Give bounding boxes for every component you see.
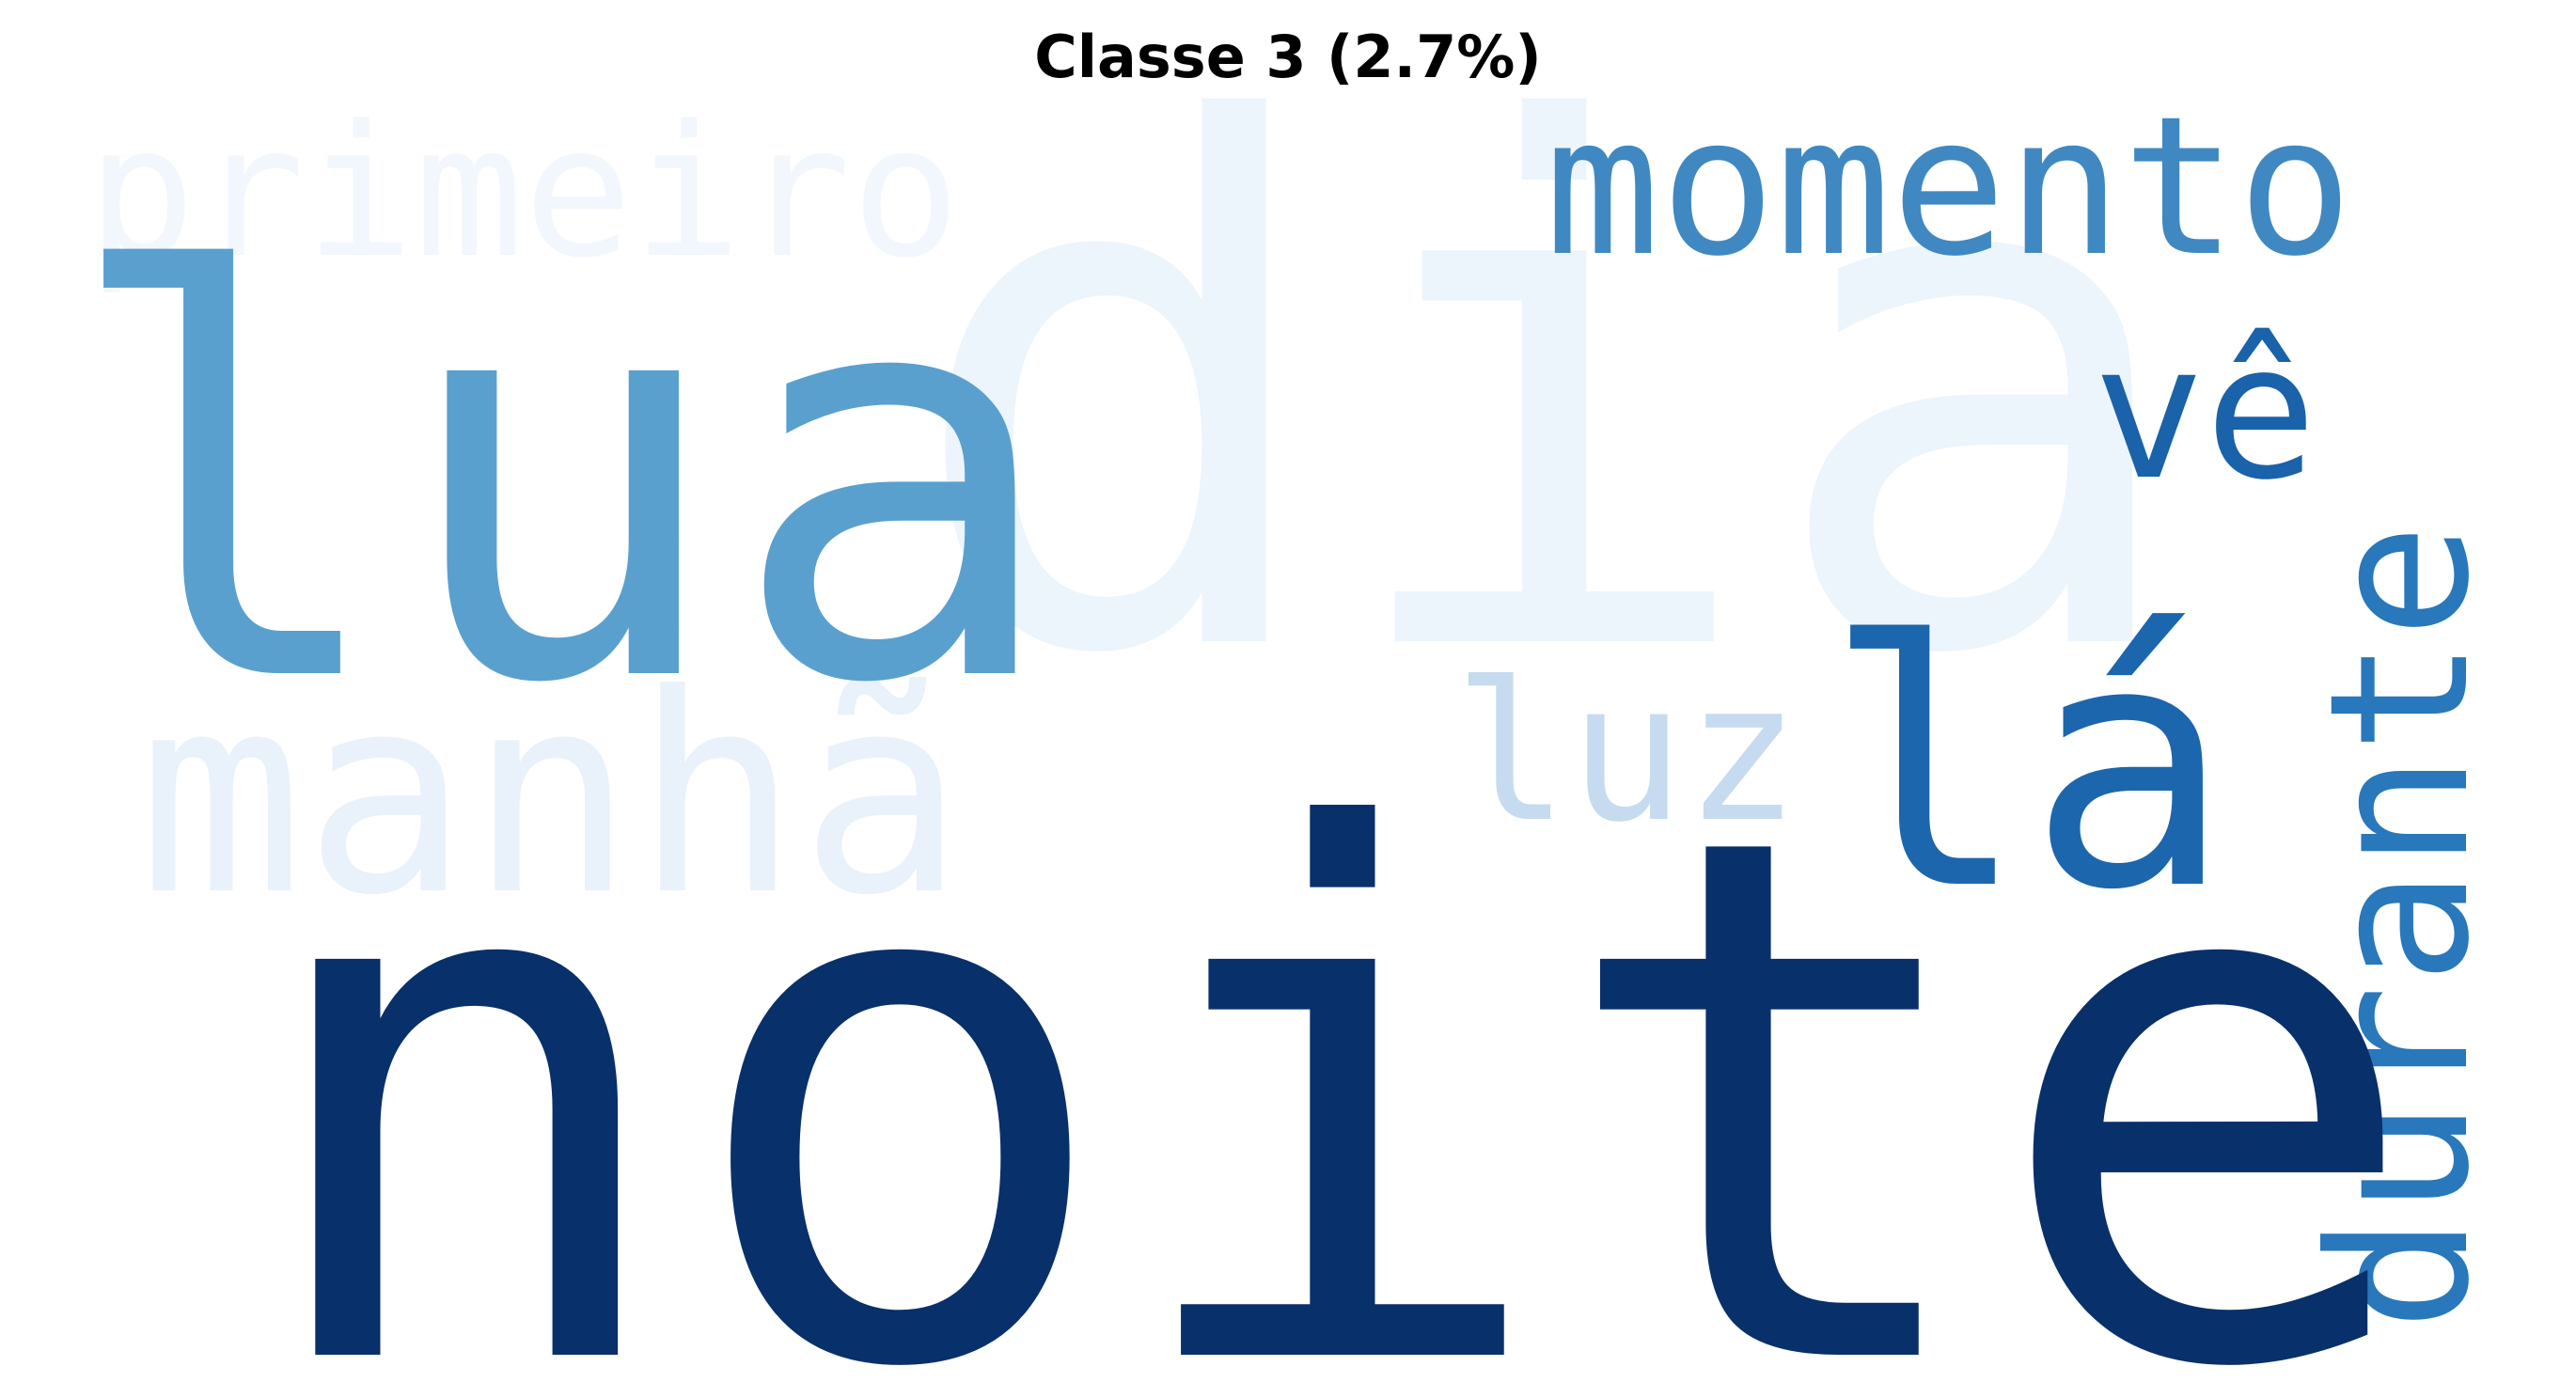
word-ve: vê	[2093, 304, 2317, 521]
word-luz: luz	[1453, 642, 1800, 865]
word-momento: momento	[1545, 76, 2353, 299]
word-primeiro: primeiro	[86, 86, 961, 298]
word-dia: dia	[903, 0, 2193, 810]
word-manha: manhã	[138, 636, 965, 955]
word-lua: lua	[60, 159, 1062, 805]
word-noite: noite	[246, 683, 2426, 1382]
chart-title: Classe 3 (2.7%)	[1034, 23, 1542, 91]
word-la: lá	[1824, 570, 2232, 964]
